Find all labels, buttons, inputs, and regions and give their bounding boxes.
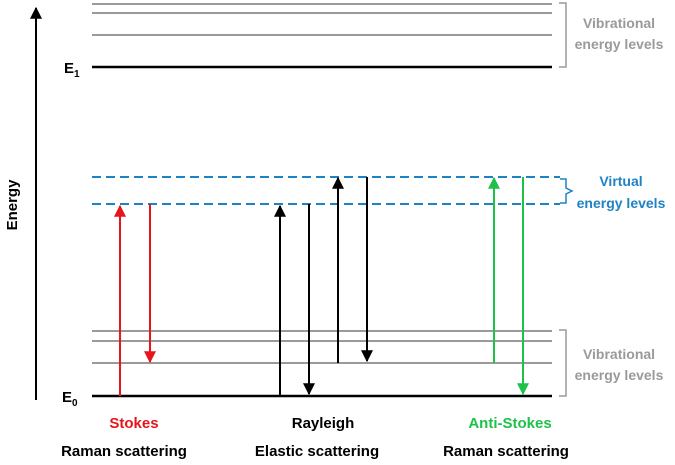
- virtual-bracket: [560, 178, 574, 204]
- bottom-vibrational-label-line1: Vibrational: [583, 346, 655, 362]
- rayleigh-subtitle: Elastic scattering: [255, 443, 379, 460]
- e0-label: E0: [62, 389, 78, 409]
- energy-axis-label: Energy: [4, 179, 21, 231]
- stokes-subtitle: Raman scattering: [61, 443, 187, 460]
- top-vibrational-bracket: [559, 2, 567, 68]
- anti-stokes-label: Anti-Stokes: [468, 415, 551, 432]
- top-vibrational-label-line2: energy levels: [575, 36, 664, 52]
- bottom-vibrational-bracket: [559, 329, 567, 397]
- stokes-label: Stokes: [109, 415, 158, 432]
- anti-stokes-subtitle: Raman scattering: [443, 443, 569, 460]
- virtual-label-line2: energy levels: [577, 195, 666, 211]
- e1-label: E1: [64, 60, 80, 80]
- virtual-label-line1: Virtual: [599, 173, 642, 189]
- top-vibrational-label-line1: Vibrational: [583, 15, 655, 31]
- bottom-vibrational-label-line2: energy levels: [575, 367, 664, 383]
- rayleigh-label: Rayleigh: [292, 415, 355, 432]
